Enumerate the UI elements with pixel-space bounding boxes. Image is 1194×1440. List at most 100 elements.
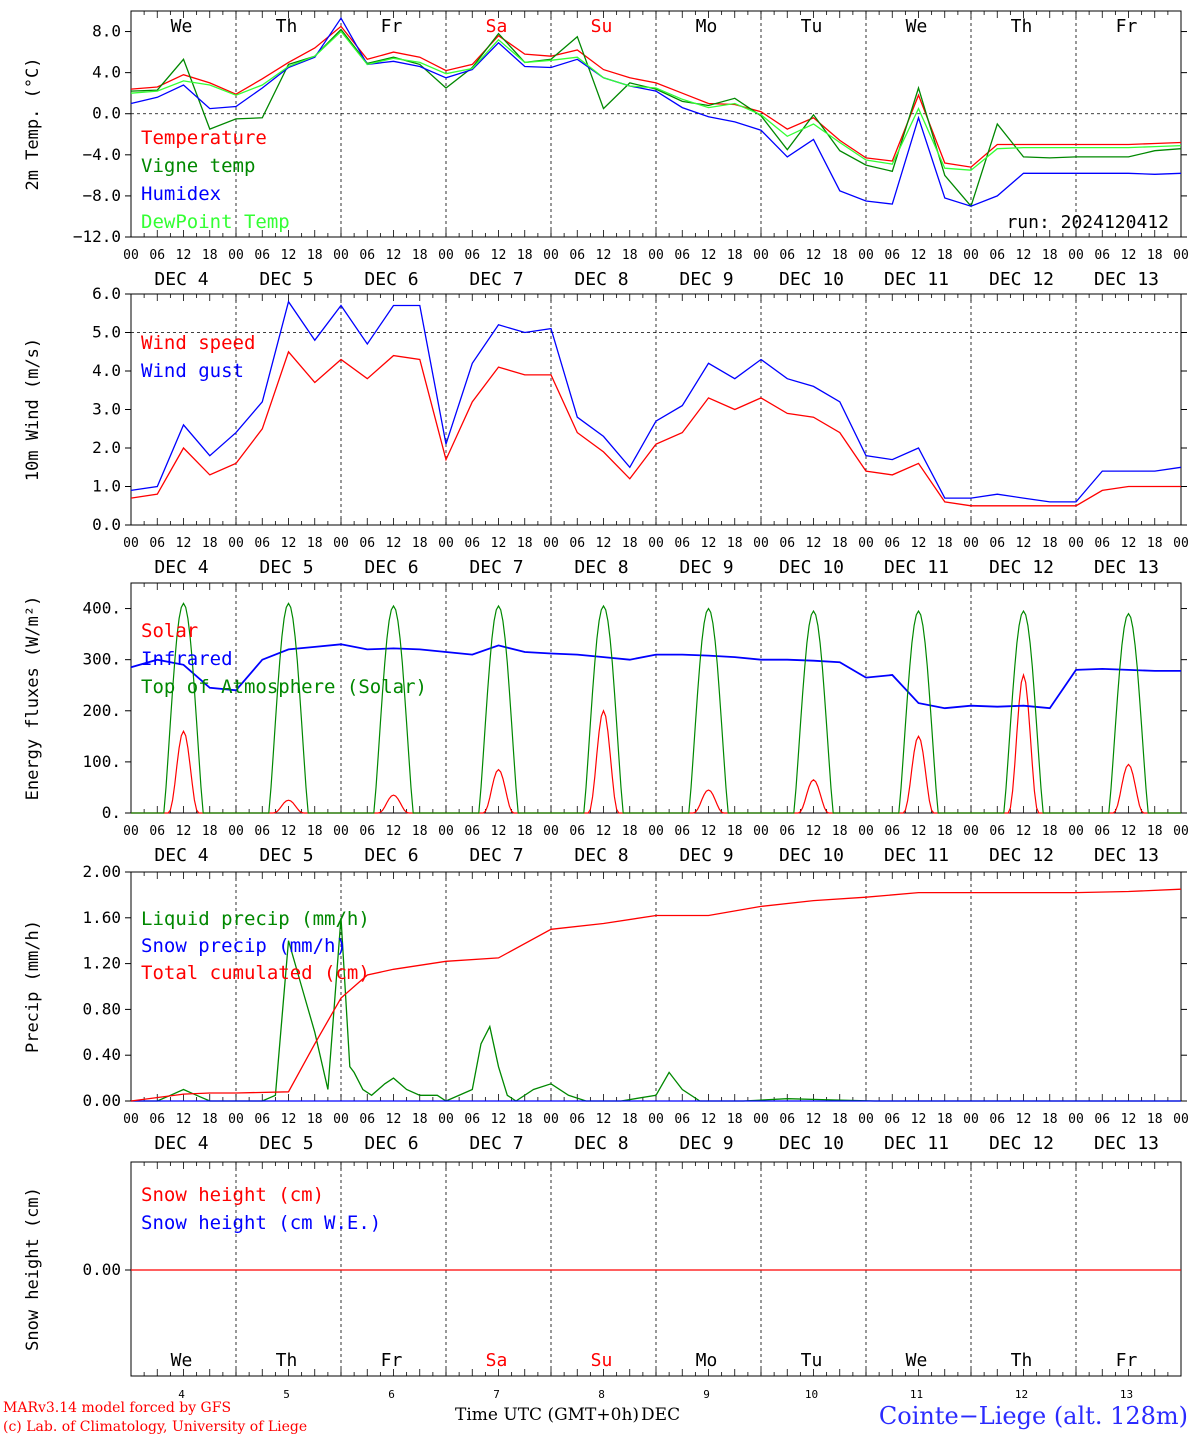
panel-precip-hour-tick-label: 18 xyxy=(937,1112,953,1127)
series-dewpoint-temp xyxy=(130,30,1182,171)
series-humidex xyxy=(130,16,1182,207)
panel-precip-hour-tick-label: 06 xyxy=(674,1112,690,1127)
panel-precip-hour-tick-label: 06 xyxy=(149,1112,165,1127)
panel-wind-hour-tick-label: 00 xyxy=(1068,536,1084,551)
panel-temperature-hour-tick-label: 06 xyxy=(989,248,1005,263)
panel-temperature-hour-tick-label: 06 xyxy=(464,248,480,263)
panel-wind-hour-tick-label: 12 xyxy=(491,536,507,551)
panel-temperature-hour-tick-label: 12 xyxy=(1016,248,1032,263)
weekday-label-top: Su xyxy=(591,16,613,37)
weekday-label-top: Th xyxy=(1011,16,1033,37)
panel-precip-hour-tick-label: 12 xyxy=(1121,1112,1137,1127)
panel-precip-hour-tick-label: 12 xyxy=(491,1112,507,1127)
time-axis-month: DEC xyxy=(641,1405,681,1425)
panel-energy-ylabel: Energy fluxes (W/m²) xyxy=(23,596,43,801)
panel-energy-hour-tick-label: 18 xyxy=(202,824,218,839)
panel-precip-ytick-label: 1.60 xyxy=(82,908,121,927)
panel-precip-day-label: DEC 4 xyxy=(154,1133,208,1154)
panel-energy-ytick-label: 300. xyxy=(82,650,121,669)
panel-energy-hour-tick-label: 12 xyxy=(281,824,297,839)
panel-precip-hour-tick-label: 18 xyxy=(832,1112,848,1127)
panel-temperature-hour-tick-label: 00 xyxy=(543,248,559,263)
panel-energy-hour-tick-label: 18 xyxy=(1147,824,1163,839)
panel-energy-hour-tick-label: 06 xyxy=(1094,824,1110,839)
panel-precip-hour-tick-label: 18 xyxy=(727,1112,743,1127)
panel-precip-day-label: DEC 8 xyxy=(574,1133,628,1154)
panel-wind-hour-tick-label: 12 xyxy=(281,536,297,551)
series-liquid-precip-mm-h- xyxy=(131,917,1181,1102)
panel-precip-hour-tick-label: 18 xyxy=(412,1112,428,1127)
panel-temperature-hour-tick-label: 06 xyxy=(149,248,165,263)
panel-precip-hour-tick-label: 00 xyxy=(333,1112,349,1127)
panel-wind-ytick-label: 1.0 xyxy=(92,477,121,496)
panel-energy-day-label: DEC 7 xyxy=(469,845,523,866)
panel-precip-ytick-label: 0.40 xyxy=(82,1045,121,1064)
panel-temperature-hour-tick-label: 06 xyxy=(674,248,690,263)
panel-temperature-hour-tick-label: 00 xyxy=(333,248,349,263)
panel-energy-hour-tick-label: 12 xyxy=(386,824,402,839)
panel-precip-hour-tick-label: 00 xyxy=(963,1112,979,1127)
panel-wind-ytick-label: 3.0 xyxy=(92,400,121,419)
panel-energy-day-label: DEC 11 xyxy=(884,845,949,866)
panel-energy-day-label: DEC 12 xyxy=(989,845,1054,866)
panel-precip-hour-tick-label: 00 xyxy=(648,1112,664,1127)
panel-energy-ytick-label: 0. xyxy=(102,803,121,822)
panel-wind-hour-tick-label: 12 xyxy=(1016,536,1032,551)
weekday-label-top: Tu xyxy=(801,16,823,37)
panel-wind-day-label: DEC 11 xyxy=(884,557,949,578)
panel-precip-day-label: DEC 11 xyxy=(884,1133,949,1154)
panel-precip-hour-tick-label: 06 xyxy=(359,1112,375,1127)
panel-energy-hour-tick-label: 00 xyxy=(963,824,979,839)
panel-precip-hour-tick-label: 12 xyxy=(281,1112,297,1127)
panel-wind-legend-entry: Wind speed xyxy=(141,332,255,354)
panel-energy-hour-tick-label: 18 xyxy=(832,824,848,839)
panel-precip-hour-tick-label: 06 xyxy=(1094,1112,1110,1127)
panel-energy-day-label: DEC 9 xyxy=(679,845,733,866)
panel-precip-hour-tick-label: 06 xyxy=(464,1112,480,1127)
panel-temperature-hour-tick-label: 18 xyxy=(517,248,533,263)
panel-temperature-legend-entry: Vigne temp xyxy=(141,155,255,177)
panel-energy-hour-tick-label: 00 xyxy=(543,824,559,839)
panel-energy-hour-tick-label: 12 xyxy=(1016,824,1032,839)
panel-energy-hour-tick-label: 18 xyxy=(727,824,743,839)
panel-precip-hour-tick-label: 18 xyxy=(307,1112,323,1127)
panel-energy-hour-tick-label: 18 xyxy=(307,824,323,839)
panel-snow-legend-entry: Snow height (cm) xyxy=(141,1184,324,1206)
panel-energy-day-label: DEC 10 xyxy=(779,845,844,866)
panel-wind-hour-tick-label: 12 xyxy=(806,536,822,551)
series-vigne-temp xyxy=(130,28,1182,208)
panel-precip-hour-tick-label: 18 xyxy=(517,1112,533,1127)
weekday-label-top: Fr xyxy=(381,16,403,37)
panel-energy-hour-tick-label: 00 xyxy=(123,824,139,839)
panel-precip-hour-tick-label: 06 xyxy=(989,1112,1005,1127)
panel-wind-hour-tick-label: 18 xyxy=(517,536,533,551)
bottom-day-number: 7 xyxy=(493,1388,500,1401)
weekday-label-bottom: We xyxy=(906,1350,928,1371)
panel-precip-ytick-label: 1.20 xyxy=(82,954,121,973)
panel-precip-hour-tick-label: 06 xyxy=(254,1112,270,1127)
panel-precip-hour-tick-label: 12 xyxy=(1016,1112,1032,1127)
panel-wind-day-label: DEC 12 xyxy=(989,557,1054,578)
panel-temperature-hour-tick-label: 12 xyxy=(1121,248,1137,263)
weekday-label-bottom: Tu xyxy=(801,1350,823,1371)
panel-energy-hour-tick-label: 18 xyxy=(937,824,953,839)
panel-wind-hour-tick-label: 00 xyxy=(228,536,244,551)
panel-energy-hour-tick-label: 00 xyxy=(858,824,874,839)
panel-temperature-day-label: DEC 7 xyxy=(469,269,523,290)
panel-wind-hour-tick-label: 06 xyxy=(989,536,1005,551)
panel-precip-hour-tick-label: 00 xyxy=(438,1112,454,1127)
panel-wind-hour-tick-label: 12 xyxy=(386,536,402,551)
panel-precip-day-label: DEC 12 xyxy=(989,1133,1054,1154)
series-infrared xyxy=(130,643,1181,710)
panel-wind-hour-tick-label: 06 xyxy=(464,536,480,551)
panel-precip-hour-tick-label: 06 xyxy=(884,1112,900,1127)
panel-energy-day-label: DEC 6 xyxy=(364,845,418,866)
panel-temperature-hour-tick-label: 00 xyxy=(1068,248,1084,263)
panel-energy-hour-tick-label: 06 xyxy=(569,824,585,839)
panel-precip-hour-tick-label: 12 xyxy=(176,1112,192,1127)
panel-energy-hour-tick-label: 12 xyxy=(176,824,192,839)
weekday-label-bottom: Mo xyxy=(696,1350,718,1371)
panel-wind-hour-tick-label: 18 xyxy=(622,536,638,551)
panel-precip-hour-tick-label: 06 xyxy=(569,1112,585,1127)
panel-wind-hour-tick-label: 18 xyxy=(1042,536,1058,551)
